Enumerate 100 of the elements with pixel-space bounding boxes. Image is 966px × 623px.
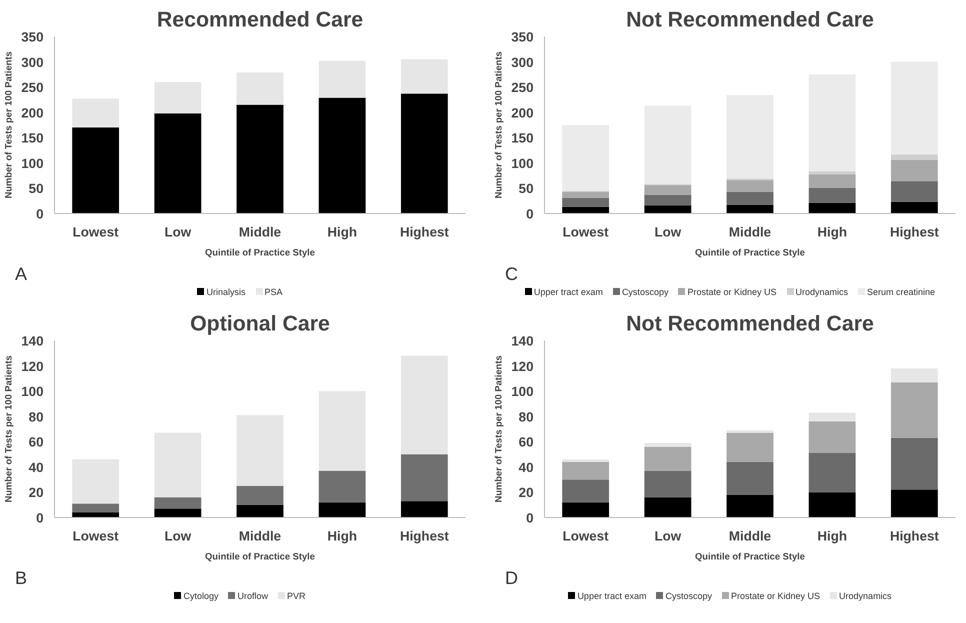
legend-label: Cystoscopy (665, 590, 712, 601)
y-tick-label: 0 (526, 510, 534, 526)
bar (562, 206, 610, 214)
bar (644, 185, 692, 195)
bar (890, 62, 938, 154)
bar (808, 492, 856, 518)
x-tick-label: Middle (238, 528, 282, 544)
text: D (505, 568, 518, 588)
legend-label: Cytology (183, 590, 218, 601)
text: C (505, 264, 518, 284)
bar (644, 106, 692, 184)
y-tick-label: 0 (36, 206, 44, 222)
bar (808, 174, 856, 188)
x-tick-label: Low (654, 528, 682, 544)
x-tick-label: Highest (890, 528, 940, 544)
bar (562, 192, 610, 198)
y-tick-label: 0 (36, 510, 44, 526)
bar (318, 470, 366, 502)
legend-label: PSA (264, 286, 283, 297)
x-tick-label: Low (164, 528, 192, 544)
legend-label: Urodynamics (796, 286, 848, 297)
y-tick-label: 250 (21, 80, 44, 96)
legend-label: Prostate or Kidney US (731, 590, 820, 601)
y-tick-label: 0 (526, 206, 534, 222)
bar (890, 438, 938, 490)
bar (808, 453, 856, 492)
x-tick-label: Highest (400, 528, 450, 544)
x-axis-title: Quintile of Practice Style (205, 248, 315, 258)
bar (400, 501, 448, 518)
bar (72, 459, 120, 504)
bar (236, 104, 284, 214)
y-tick-label: 350 (21, 30, 44, 44)
x-tick-label: High (817, 528, 848, 544)
bar (890, 368, 938, 382)
y-tick-label: 140 (511, 334, 534, 348)
x-tick-label: Lowest (562, 224, 610, 240)
bar (726, 462, 774, 495)
y-tick-label: 40 (518, 460, 534, 475)
y-axis-title: Number of Tests per 100 Patients (493, 51, 504, 199)
legend-label: Urodynamics (839, 590, 892, 601)
bar (644, 205, 692, 214)
legend-label: Urinalysis (206, 286, 246, 297)
bar (808, 188, 856, 203)
legend-label: Prostate or Kidney US (687, 286, 777, 297)
bar (318, 502, 366, 518)
y-tick-label: 100 (21, 156, 44, 171)
x-tick-label: Middle (728, 528, 772, 544)
y-tick-label: 60 (518, 434, 534, 450)
y-tick-label: 50 (28, 181, 44, 196)
y-tick-label: 60 (28, 434, 44, 450)
legend-label: Serum creatinine (867, 286, 936, 297)
bar (890, 382, 938, 438)
bar (154, 508, 202, 518)
y-tick-label: 300 (511, 54, 534, 70)
bar (808, 412, 856, 422)
y-tick-label: 20 (28, 485, 44, 500)
bar (890, 181, 938, 202)
bar (644, 497, 692, 518)
bar (72, 98, 120, 128)
y-tick-label: 50 (518, 181, 534, 196)
bar (236, 504, 284, 518)
bar (562, 502, 610, 518)
y-tick-label: 80 (28, 409, 44, 424)
y-tick-label: 20 (518, 485, 534, 500)
y-tick-label: 300 (21, 54, 44, 70)
y-tick-label: 100 (511, 156, 534, 171)
bar (644, 442, 692, 447)
x-tick-label: Lowest (562, 528, 610, 544)
bar (318, 391, 366, 471)
bar (318, 60, 366, 98)
bar (72, 504, 120, 512)
y-tick-label: 80 (518, 409, 534, 424)
y-tick-label: 200 (21, 105, 44, 120)
y-tick-label: 350 (511, 30, 534, 44)
bar (808, 74, 856, 172)
x-tick-label: Low (164, 224, 192, 240)
y-axis-title: Number of Tests per 100 Patients (3, 355, 14, 503)
bar (890, 202, 938, 214)
x-axis-title: Quintile of Practice Style (695, 552, 805, 562)
x-axis-title: Quintile of Practice Style (205, 552, 315, 562)
bar (236, 72, 284, 105)
y-tick-label: 120 (21, 358, 44, 374)
y-axis-title: Number of Tests per 100 Patients (3, 51, 14, 199)
bar (562, 198, 610, 207)
bar (154, 113, 202, 214)
bar (726, 494, 774, 518)
bar (562, 462, 610, 480)
legend-label: Upper tract exam (577, 590, 646, 601)
y-tick-label: 140 (21, 334, 44, 348)
bar (726, 204, 774, 214)
legend-label: Upper tract exam (534, 286, 603, 297)
bar (562, 480, 610, 502)
bar (726, 95, 774, 179)
x-tick-label: Low (654, 224, 682, 240)
chart-title: Not Recommended Care (626, 8, 874, 32)
legend-label: PVR (287, 590, 306, 601)
y-tick-label: 150 (21, 130, 44, 146)
x-tick-label: Lowest (72, 224, 120, 240)
x-tick-label: Highest (400, 224, 450, 240)
bar (644, 470, 692, 498)
